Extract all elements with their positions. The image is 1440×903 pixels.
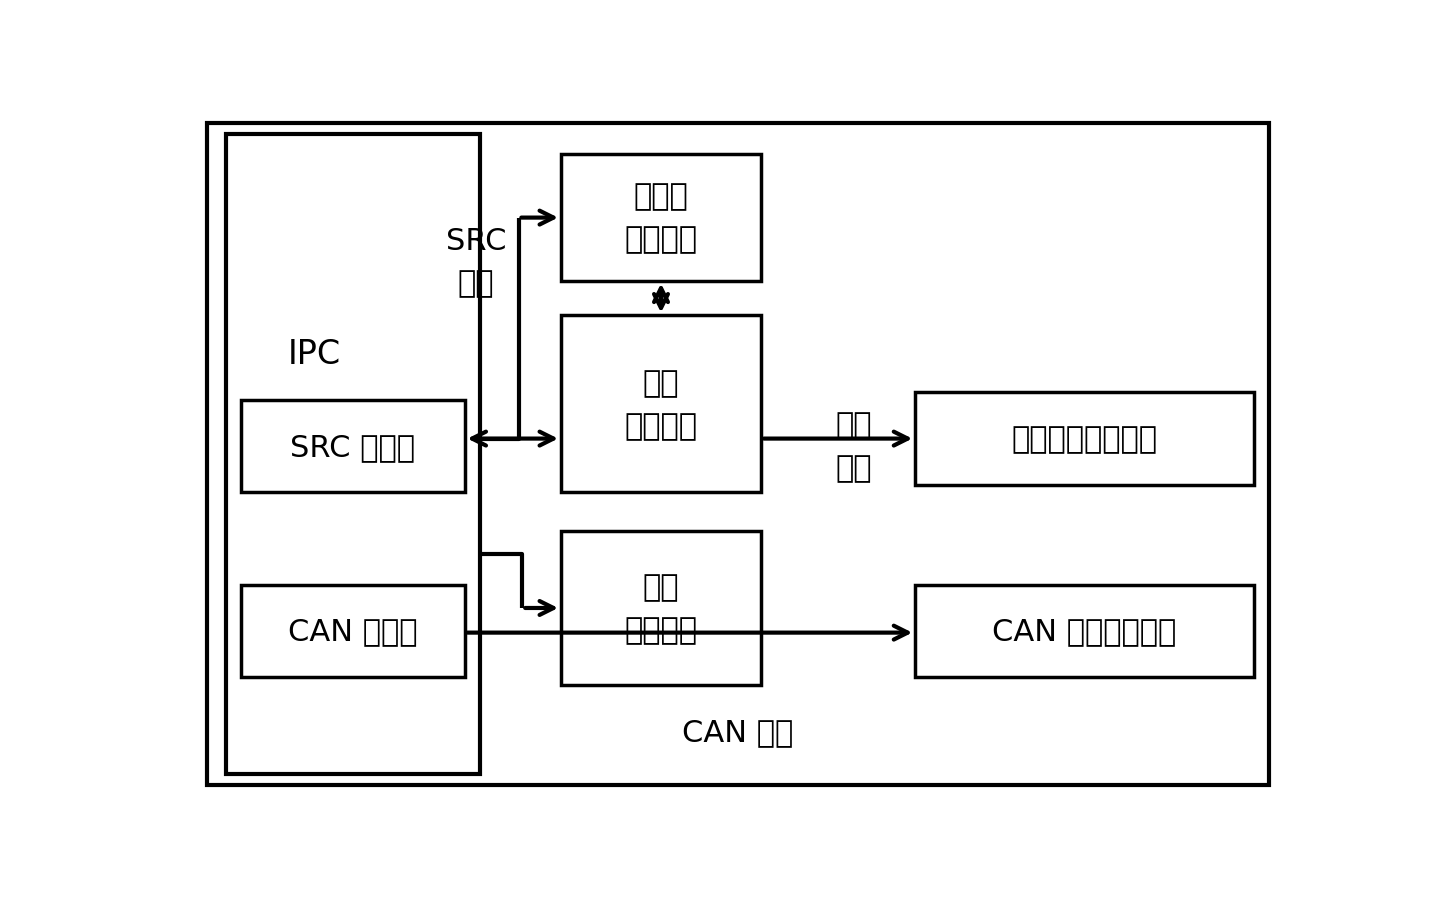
Bar (562, 154, 762, 282)
Text: CAN 通讯卡: CAN 通讯卡 (288, 617, 418, 646)
Text: 模拟
总线: 模拟 总线 (835, 411, 871, 482)
Text: SRC 通讯卡: SRC 通讯卡 (291, 433, 416, 461)
Text: CAN 总线: CAN 总线 (683, 717, 793, 746)
Text: CAN 总线输出接口: CAN 总线输出接口 (992, 617, 1176, 646)
Text: SRC
总线: SRC 总线 (446, 227, 507, 298)
Bar (562, 316, 762, 493)
Text: 继电器
驱动电源: 继电器 驱动电源 (625, 182, 697, 254)
Text: IPC: IPC (288, 338, 341, 371)
Bar (562, 531, 762, 685)
Bar (242, 401, 465, 493)
Text: 系统
测试主板: 系统 测试主板 (625, 368, 697, 441)
Bar (242, 585, 465, 677)
Bar (226, 135, 480, 774)
Bar (914, 393, 1254, 485)
Text: 模拟总线输出接口: 模拟总线输出接口 (1011, 424, 1158, 453)
Text: 程控
高压电源: 程控 高压电源 (625, 573, 697, 644)
Bar (914, 585, 1254, 677)
